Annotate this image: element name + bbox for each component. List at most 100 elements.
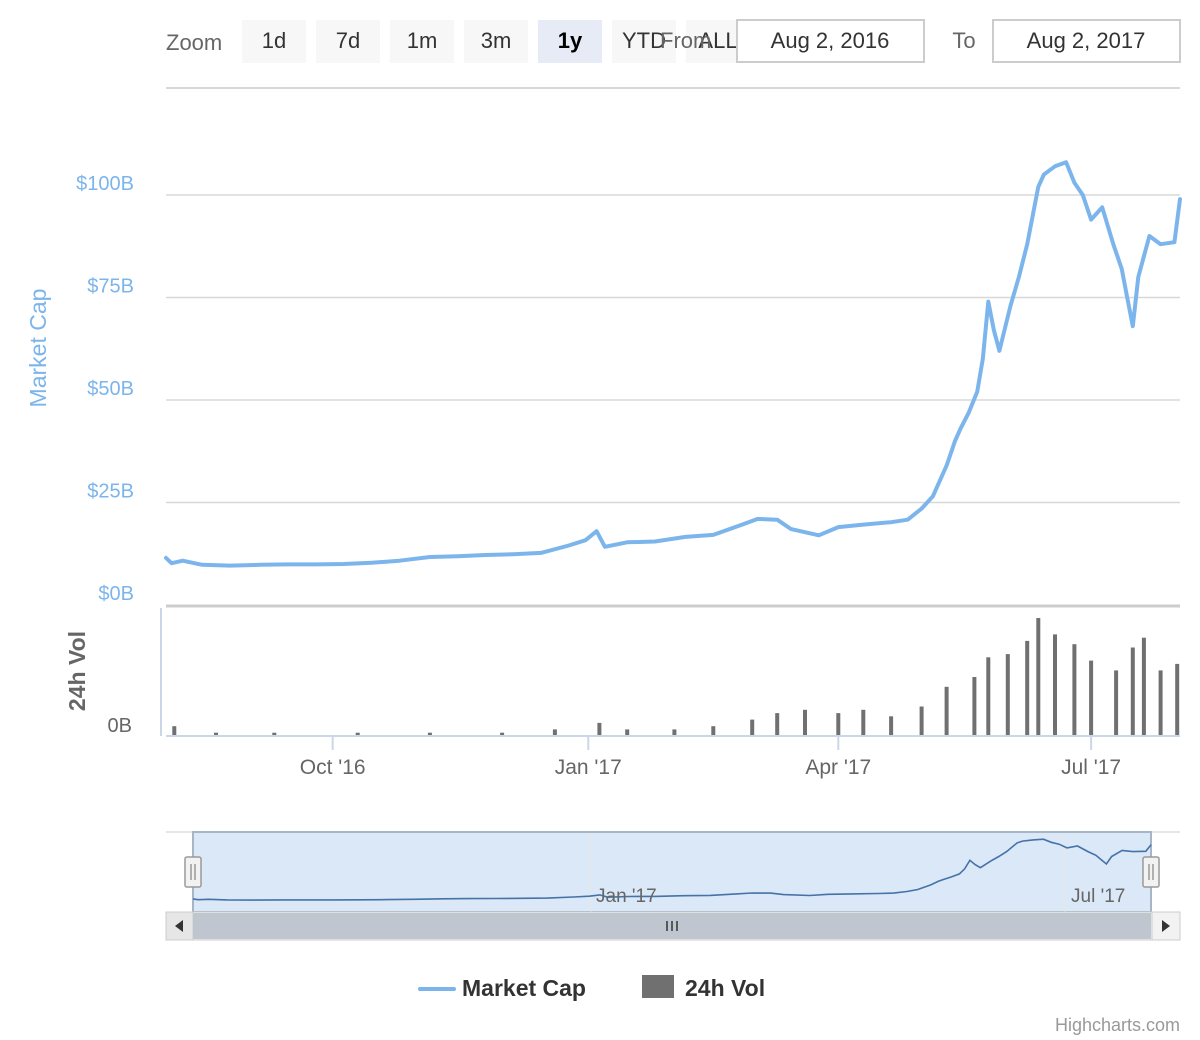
volume-bar [552, 729, 557, 736]
to-date-value: Aug 2, 2017 [1027, 28, 1146, 53]
scrollbar-right-arrow[interactable] [1151, 911, 1181, 941]
y-tick-label: $50B [87, 378, 134, 400]
market-cap-point [711, 533, 715, 537]
volume-bar [972, 677, 977, 736]
market-cap-point [428, 555, 432, 559]
navigator-handle-right[interactable] [1142, 856, 1160, 888]
market-cap-point [228, 564, 232, 568]
market-cap-point [1017, 275, 1021, 279]
market-cap-axis-title: Market Cap [25, 289, 51, 408]
volume-bar [986, 657, 991, 736]
market-cap-point [817, 533, 821, 537]
market-cap-point [920, 507, 924, 511]
zoom-button-1y[interactable]: 1y [538, 20, 602, 63]
market-cap-point [1042, 173, 1046, 177]
market-cap-point [397, 559, 401, 563]
volume-bar [172, 726, 177, 736]
market-cap-point [603, 545, 607, 549]
zoom-button-3m-bg [464, 20, 528, 63]
zoom-button-1y-bg [538, 20, 602, 63]
market-cap-point [945, 464, 949, 468]
volume-bar [1053, 634, 1057, 736]
market-cap-point [342, 562, 346, 566]
volume-bar [711, 726, 716, 736]
volume-bar [272, 732, 277, 736]
y-tick-label: $0B [98, 583, 134, 605]
zoom-button-7d-bg [316, 20, 380, 63]
zoom-button-1m-label: 1m [407, 28, 438, 53]
market-cap-point [906, 518, 910, 522]
from-label: From [660, 28, 711, 53]
credits-link[interactable]: Highcharts.com [1055, 1015, 1180, 1035]
scrollbar-left-arrow[interactable] [165, 911, 194, 941]
volume-bar [861, 709, 866, 736]
zoom-button-ytd-bg [612, 20, 676, 63]
market-cap-point [981, 357, 985, 361]
market-cap-point [1120, 267, 1124, 271]
zoom-button-1m[interactable]: 1m [390, 20, 454, 63]
scrollbar-grip-icon [666, 921, 678, 931]
market-cap-point [1178, 197, 1182, 201]
market-cap-point [975, 390, 979, 394]
market-cap-point [789, 527, 793, 531]
volume-pane: 24h Vol 0B [64, 608, 1180, 737]
market-cap-point [314, 562, 318, 566]
market-cap-point [997, 349, 1001, 353]
volume-bar [500, 732, 505, 736]
volume-bar [775, 713, 780, 736]
zoom-button-all-label: ALL [698, 28, 737, 53]
volume-bars [172, 618, 1180, 736]
market-cap-point [1064, 160, 1068, 164]
zoom-label: Zoom [166, 30, 222, 55]
zoom-button-1d[interactable]: 1d [242, 20, 306, 63]
volume-bar [625, 729, 630, 736]
market-cap-point [200, 563, 204, 567]
navigator: Jan '17 Jul '17 [166, 831, 1180, 913]
legend-item-24h-vol[interactable]: 24h Vol [642, 975, 765, 1001]
zoom-button-1d-label: 1d [262, 28, 286, 53]
volume-bar [1089, 660, 1094, 736]
volume-bar [1025, 640, 1030, 736]
legend-item-market-cap[interactable]: Market Cap [418, 975, 586, 1001]
market-cap-point [836, 525, 840, 529]
market-cap-point [1025, 242, 1029, 246]
zoom-button-ytd[interactable]: YTD [612, 20, 676, 63]
scroll-left-icon [175, 920, 183, 932]
zoom-button-1d-bg [242, 20, 306, 63]
market-cap-point [986, 300, 990, 304]
market-cap-point [1172, 240, 1176, 244]
market-cap-point [739, 523, 743, 527]
market-cap-point [653, 540, 657, 544]
market-cap-point [595, 529, 599, 533]
market-cap-point [567, 544, 571, 548]
navigator-handle-left[interactable] [184, 856, 202, 888]
volume-bar [1141, 637, 1146, 736]
market-cap-point [181, 559, 185, 563]
volume-bar [427, 732, 432, 736]
zoom-button-3m[interactable]: 3m [464, 20, 528, 63]
market-cap-point [286, 562, 290, 566]
market-cap-point [1072, 181, 1076, 185]
market-cap-point [1053, 164, 1057, 168]
volume-bar [1114, 670, 1119, 736]
zoom-button-7d[interactable]: 7d [316, 20, 380, 63]
market-cap-point [775, 518, 779, 522]
from-date-input[interactable]: Aug 2, 2016 [736, 19, 925, 63]
navigator-line [192, 838, 1152, 901]
market-cap-point [967, 410, 971, 414]
market-cap-point [259, 563, 263, 567]
to-date-input[interactable]: Aug 2, 2017 [992, 19, 1181, 63]
volume-bar [1005, 654, 1010, 736]
volume-bar [803, 709, 807, 736]
volume-bar [597, 722, 602, 736]
from-date-input-box [736, 19, 925, 63]
market-cap-point [1125, 296, 1129, 300]
y-tick-label: $100B [76, 173, 134, 195]
volume-bar [672, 729, 677, 736]
market-cap-point [1081, 193, 1085, 197]
market-cap-line[interactable] [164, 160, 1182, 568]
navigator-selected-range[interactable] [192, 831, 1152, 913]
volume-axis-title: 24h Vol [64, 631, 90, 711]
navigator-handle-left-body [184, 856, 202, 888]
